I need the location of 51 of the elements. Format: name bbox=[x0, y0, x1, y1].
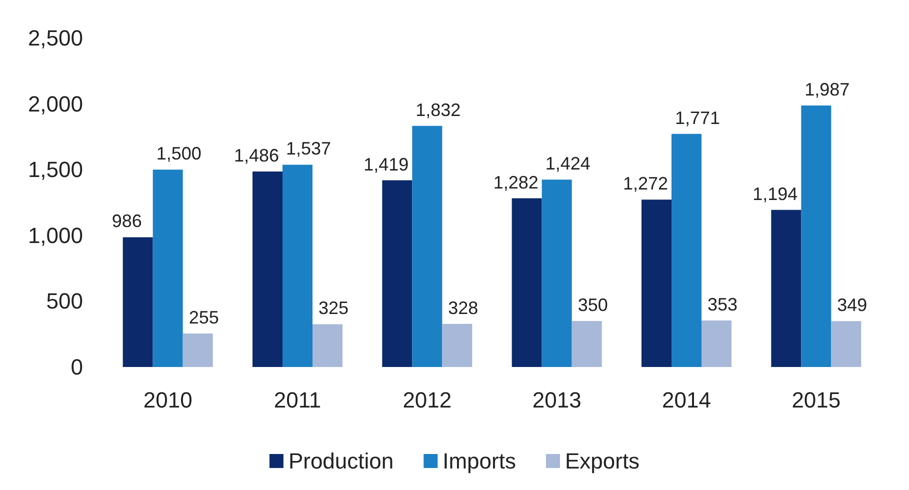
y-tick-label: 2,500 bbox=[28, 26, 83, 50]
bar bbox=[122, 237, 153, 367]
data-label: 1,537 bbox=[286, 138, 332, 159]
y-tick-label: 1,500 bbox=[28, 157, 83, 182]
bar bbox=[412, 126, 442, 367]
bar bbox=[831, 321, 862, 367]
bar bbox=[312, 324, 342, 367]
y-tick-label: 500 bbox=[46, 288, 83, 314]
x-tick-label: 2012 bbox=[402, 388, 452, 412]
bar bbox=[182, 333, 213, 367]
bar bbox=[542, 180, 572, 367]
data-label: 1,500 bbox=[156, 144, 202, 164]
data-label: 1,424 bbox=[545, 154, 590, 174]
y-tick-label: 1,000 bbox=[28, 222, 83, 248]
y-tick-label: 2,000 bbox=[28, 91, 83, 116]
x-tick-label: 2011 bbox=[274, 388, 322, 412]
legend-label: Exports bbox=[564, 448, 640, 474]
data-label: 986 bbox=[112, 211, 142, 232]
data-label: 1,771 bbox=[674, 108, 720, 128]
data-label: 1,194 bbox=[752, 184, 798, 204]
x-tick-label: 2015 bbox=[792, 388, 841, 412]
data-label: 1,832 bbox=[416, 100, 461, 120]
bar bbox=[702, 320, 732, 367]
data-label: 1,486 bbox=[234, 145, 280, 166]
data-label: 1,282 bbox=[493, 172, 538, 192]
bar bbox=[801, 106, 832, 367]
data-label: 350 bbox=[578, 294, 608, 315]
bar bbox=[152, 170, 183, 367]
legend-label: Production bbox=[288, 448, 394, 474]
data-label: 1,272 bbox=[622, 174, 668, 194]
data-label: 328 bbox=[448, 298, 478, 318]
bar bbox=[771, 210, 802, 367]
bar bbox=[672, 134, 702, 367]
data-label: 255 bbox=[188, 307, 219, 328]
bar bbox=[512, 198, 542, 367]
x-tick-label: 2013 bbox=[532, 388, 582, 412]
data-label: 1,419 bbox=[364, 154, 409, 174]
legend-label: Imports bbox=[442, 448, 516, 474]
bar bbox=[382, 180, 412, 367]
data-label: 1,987 bbox=[804, 80, 850, 100]
bar bbox=[442, 324, 472, 367]
x-tick-label: 2014 bbox=[662, 388, 711, 412]
x-tick-label: 2010 bbox=[143, 388, 192, 412]
data-label: 349 bbox=[837, 295, 868, 316]
bar bbox=[282, 164, 312, 367]
bar bbox=[642, 200, 672, 367]
data-label: 353 bbox=[707, 294, 738, 315]
bar bbox=[572, 320, 602, 367]
data-label: 325 bbox=[318, 298, 349, 318]
bar bbox=[252, 171, 282, 367]
y-tick-label: 0 bbox=[70, 354, 83, 380]
